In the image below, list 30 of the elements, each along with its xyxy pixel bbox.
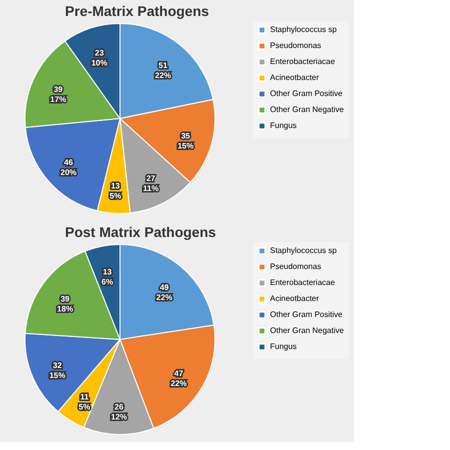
data-label: 49 22% — [156, 282, 172, 302]
legend-label: Other Gram Positive — [270, 310, 344, 319]
data-label: 27 11% — [143, 174, 159, 194]
chart-title: Post Matrix Pathogens — [65, 224, 216, 240]
legend-label: Fungus — [270, 342, 297, 351]
data-label: 23 10% — [91, 48, 108, 68]
legend-label: Acineotbacter — [270, 73, 320, 82]
chart-title: Pre-Matrix Pathogens — [65, 3, 210, 19]
legend-label: Pseudomonas — [270, 262, 322, 271]
data-label: 39 18% — [57, 294, 74, 314]
legend-label: Staphylococcus sp — [270, 246, 338, 255]
data-label: 32 15% — [49, 360, 66, 380]
legend-label: Other Gran Negative — [270, 326, 344, 335]
data-label: 13 6% — [101, 268, 114, 287]
legend-label: Enterobacteriacae — [270, 57, 336, 66]
legend-label: Pseudomonas — [270, 41, 322, 50]
data-label: 13 5% — [110, 181, 122, 200]
data-label: 35 15% — [178, 132, 194, 151]
data-label: 39 17% — [50, 85, 66, 104]
data-label: 11 5% — [78, 392, 90, 412]
data-label: 47 22% — [170, 368, 187, 388]
legend-label: Other Gram Positive — [270, 89, 344, 98]
legend-label: Acineotbacter — [270, 294, 320, 303]
data-label: 26 12% — [111, 402, 128, 422]
legend-label: Staphylococcus sp — [270, 25, 338, 34]
legend-label: Other Gran Negative — [270, 105, 344, 114]
data-label: 51 22% — [155, 60, 172, 80]
data-label: 46 20% — [60, 158, 77, 177]
legend-label: Enterobacteriacae — [270, 278, 336, 287]
legend-label: Fungus — [270, 121, 297, 130]
